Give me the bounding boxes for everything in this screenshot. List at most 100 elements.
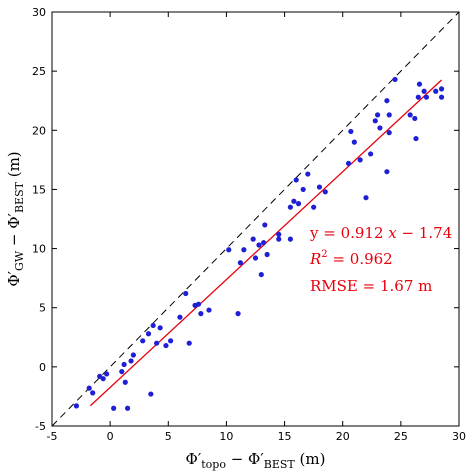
data-point xyxy=(121,361,127,368)
data-point xyxy=(258,271,264,278)
reference-line xyxy=(51,11,460,427)
data-point xyxy=(345,160,352,167)
data-point xyxy=(363,195,369,201)
x-axis-title-minus: − Φ′ xyxy=(226,450,264,468)
data-point xyxy=(150,322,156,329)
x-tick-label: 10 xyxy=(219,430,233,443)
data-point xyxy=(372,118,378,124)
data-point xyxy=(386,130,392,136)
y-tick-label: 25 xyxy=(32,65,46,78)
r-squared-symbol: R xyxy=(309,250,321,268)
data-point xyxy=(104,371,110,377)
data-point xyxy=(293,177,299,183)
data-point xyxy=(148,391,154,397)
y-axis-title-sub2: BEST xyxy=(13,181,26,213)
data-point xyxy=(421,88,427,94)
data-point xyxy=(261,240,267,246)
data-point xyxy=(163,342,169,349)
y-axis-title: Φ′GW − Φ′BEST (m) xyxy=(5,151,26,286)
data-point xyxy=(276,236,282,242)
y-tick-label: 5 xyxy=(39,302,46,315)
x-axis-title-unit: (m) xyxy=(295,450,326,468)
data-point xyxy=(311,204,317,210)
data-point xyxy=(186,340,192,346)
x-axis-title-sub1: topo xyxy=(201,458,226,471)
data-point xyxy=(433,88,439,94)
data-point xyxy=(375,112,381,118)
data-point xyxy=(256,242,262,248)
plot-area: -5 0 5 10 15 20 25 30 -5 0 5 10 15 20 25 30 xyxy=(32,6,466,443)
data-point xyxy=(300,186,306,193)
data-point xyxy=(351,139,357,145)
data-point xyxy=(90,390,96,396)
data-point xyxy=(264,251,270,258)
data-point xyxy=(291,198,297,204)
x-axis-title: Φ′topo − Φ′BEST (m) xyxy=(186,450,326,471)
x-axis-title-phi1: Φ′ xyxy=(186,450,202,468)
data-point xyxy=(287,204,293,210)
data-point xyxy=(287,236,293,242)
plot-frame xyxy=(51,11,460,427)
y-tick-label: 15 xyxy=(32,183,46,196)
data-point xyxy=(140,338,146,344)
data-point xyxy=(413,135,419,142)
y-axis-title-sub1: GW xyxy=(13,250,26,271)
fit-equation-rhs: − 1.74 xyxy=(397,224,453,242)
data-point xyxy=(412,115,418,122)
y-tick-label: -5 xyxy=(35,420,46,433)
data-point xyxy=(384,98,390,104)
data-point xyxy=(100,376,106,382)
x-tick-label: -5 xyxy=(47,430,58,443)
x-tick-label: 30 xyxy=(452,430,466,443)
data-point xyxy=(262,222,268,228)
data-point xyxy=(348,128,354,135)
data-point xyxy=(86,385,92,391)
data-point xyxy=(183,290,189,297)
data-point xyxy=(122,379,128,385)
data-point xyxy=(407,112,413,118)
data-point xyxy=(119,368,125,375)
fit-equation-label: y = 0.912 x − 1.74 xyxy=(309,224,452,242)
data-point xyxy=(198,311,204,317)
data-point xyxy=(145,331,152,337)
x-tick-label: 0 xyxy=(107,430,114,443)
data-point xyxy=(73,403,80,409)
y-tick-label: 10 xyxy=(32,243,46,256)
data-point xyxy=(416,81,423,87)
r-squared-value: = 0.962 xyxy=(328,250,393,268)
x-axis-title-sub2: BEST xyxy=(264,458,296,471)
data-point xyxy=(368,151,374,157)
data-point xyxy=(295,201,302,207)
fit-equation-lhs: y = 0.912 xyxy=(309,224,388,242)
x-tick-label: 15 xyxy=(278,430,292,443)
data-point xyxy=(130,352,136,358)
data-point xyxy=(305,171,311,177)
data-point xyxy=(386,112,392,118)
x-tick-label: 5 xyxy=(165,430,172,443)
r-squared-label: R2 = 0.962 xyxy=(309,249,393,268)
data-point xyxy=(177,314,183,320)
data-point xyxy=(226,247,232,253)
data-point xyxy=(322,189,328,195)
data-point xyxy=(250,236,256,242)
data-point xyxy=(438,94,445,100)
data-point xyxy=(128,358,134,364)
data-point xyxy=(316,184,323,190)
r-squared-superscript: 2 xyxy=(321,249,327,260)
y-axis-title-phi1: Φ′ xyxy=(5,270,23,286)
data-point xyxy=(157,325,163,331)
y-tick-label: 30 xyxy=(32,6,46,19)
data-point xyxy=(206,307,212,313)
data-point xyxy=(357,157,363,163)
fit-equation-var: x xyxy=(388,224,397,242)
data-point xyxy=(168,338,174,344)
data-point xyxy=(241,247,247,253)
data-point xyxy=(384,169,390,175)
data-point xyxy=(252,255,259,261)
data-point xyxy=(124,405,131,411)
data-point xyxy=(237,260,243,266)
data-point xyxy=(235,311,241,317)
data-point xyxy=(111,405,117,411)
x-tick-label: 25 xyxy=(394,430,408,443)
